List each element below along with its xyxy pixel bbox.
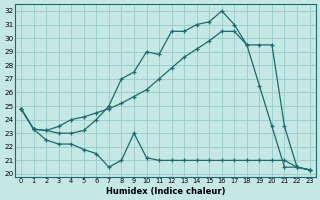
X-axis label: Humidex (Indice chaleur): Humidex (Indice chaleur)	[106, 187, 225, 196]
